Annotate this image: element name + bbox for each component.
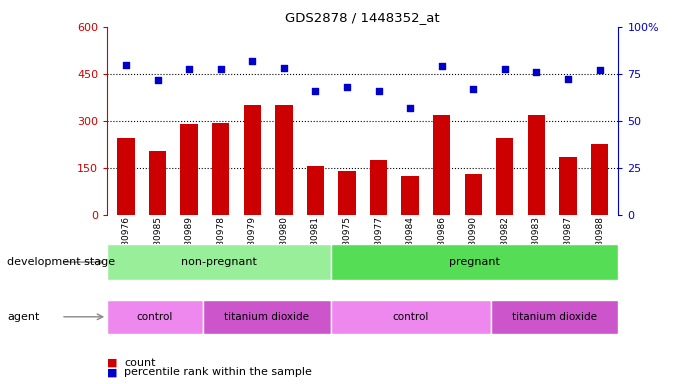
Text: ■: ■ [107, 367, 117, 377]
Bar [307, 166, 324, 215]
Text: ■: ■ [107, 358, 117, 368]
Point [594, 67, 605, 73]
Bar [433, 115, 451, 215]
Bar [107, 300, 203, 334]
Bar [331, 300, 491, 334]
Bar [464, 174, 482, 215]
Text: percentile rank within the sample: percentile rank within the sample [124, 367, 312, 377]
Point [531, 69, 542, 75]
Bar [244, 105, 261, 215]
Point [184, 66, 195, 72]
Text: non-pregnant: non-pregnant [181, 257, 257, 267]
Bar [107, 244, 331, 280]
Bar [331, 244, 618, 280]
Bar [559, 157, 576, 215]
Title: GDS2878 / 1448352_at: GDS2878 / 1448352_at [285, 11, 440, 24]
Text: count: count [124, 358, 156, 368]
Point [562, 76, 574, 82]
Bar [370, 160, 387, 215]
Bar [117, 138, 135, 215]
Bar [149, 151, 167, 215]
Bar [491, 300, 618, 334]
Point [468, 86, 479, 92]
Point [310, 88, 321, 94]
Bar [275, 105, 292, 215]
Bar [203, 300, 331, 334]
Point [341, 84, 352, 90]
Point [436, 63, 447, 70]
Bar [339, 171, 356, 215]
Point [405, 105, 416, 111]
Bar [212, 122, 229, 215]
Point [215, 66, 226, 72]
Bar [496, 138, 513, 215]
Text: titanium dioxide: titanium dioxide [512, 312, 597, 322]
Bar [591, 144, 608, 215]
Bar [528, 115, 545, 215]
Text: control: control [137, 312, 173, 322]
Bar [401, 176, 419, 215]
Text: titanium dioxide: titanium dioxide [225, 312, 310, 322]
Point [500, 66, 511, 72]
Point [152, 76, 163, 83]
Text: development stage: development stage [7, 257, 115, 267]
Text: control: control [392, 312, 429, 322]
Point [120, 61, 131, 68]
Text: agent: agent [7, 312, 39, 322]
Text: pregnant: pregnant [449, 257, 500, 267]
Point [247, 58, 258, 64]
Point [373, 88, 384, 94]
Bar [180, 124, 198, 215]
Point [278, 65, 290, 71]
